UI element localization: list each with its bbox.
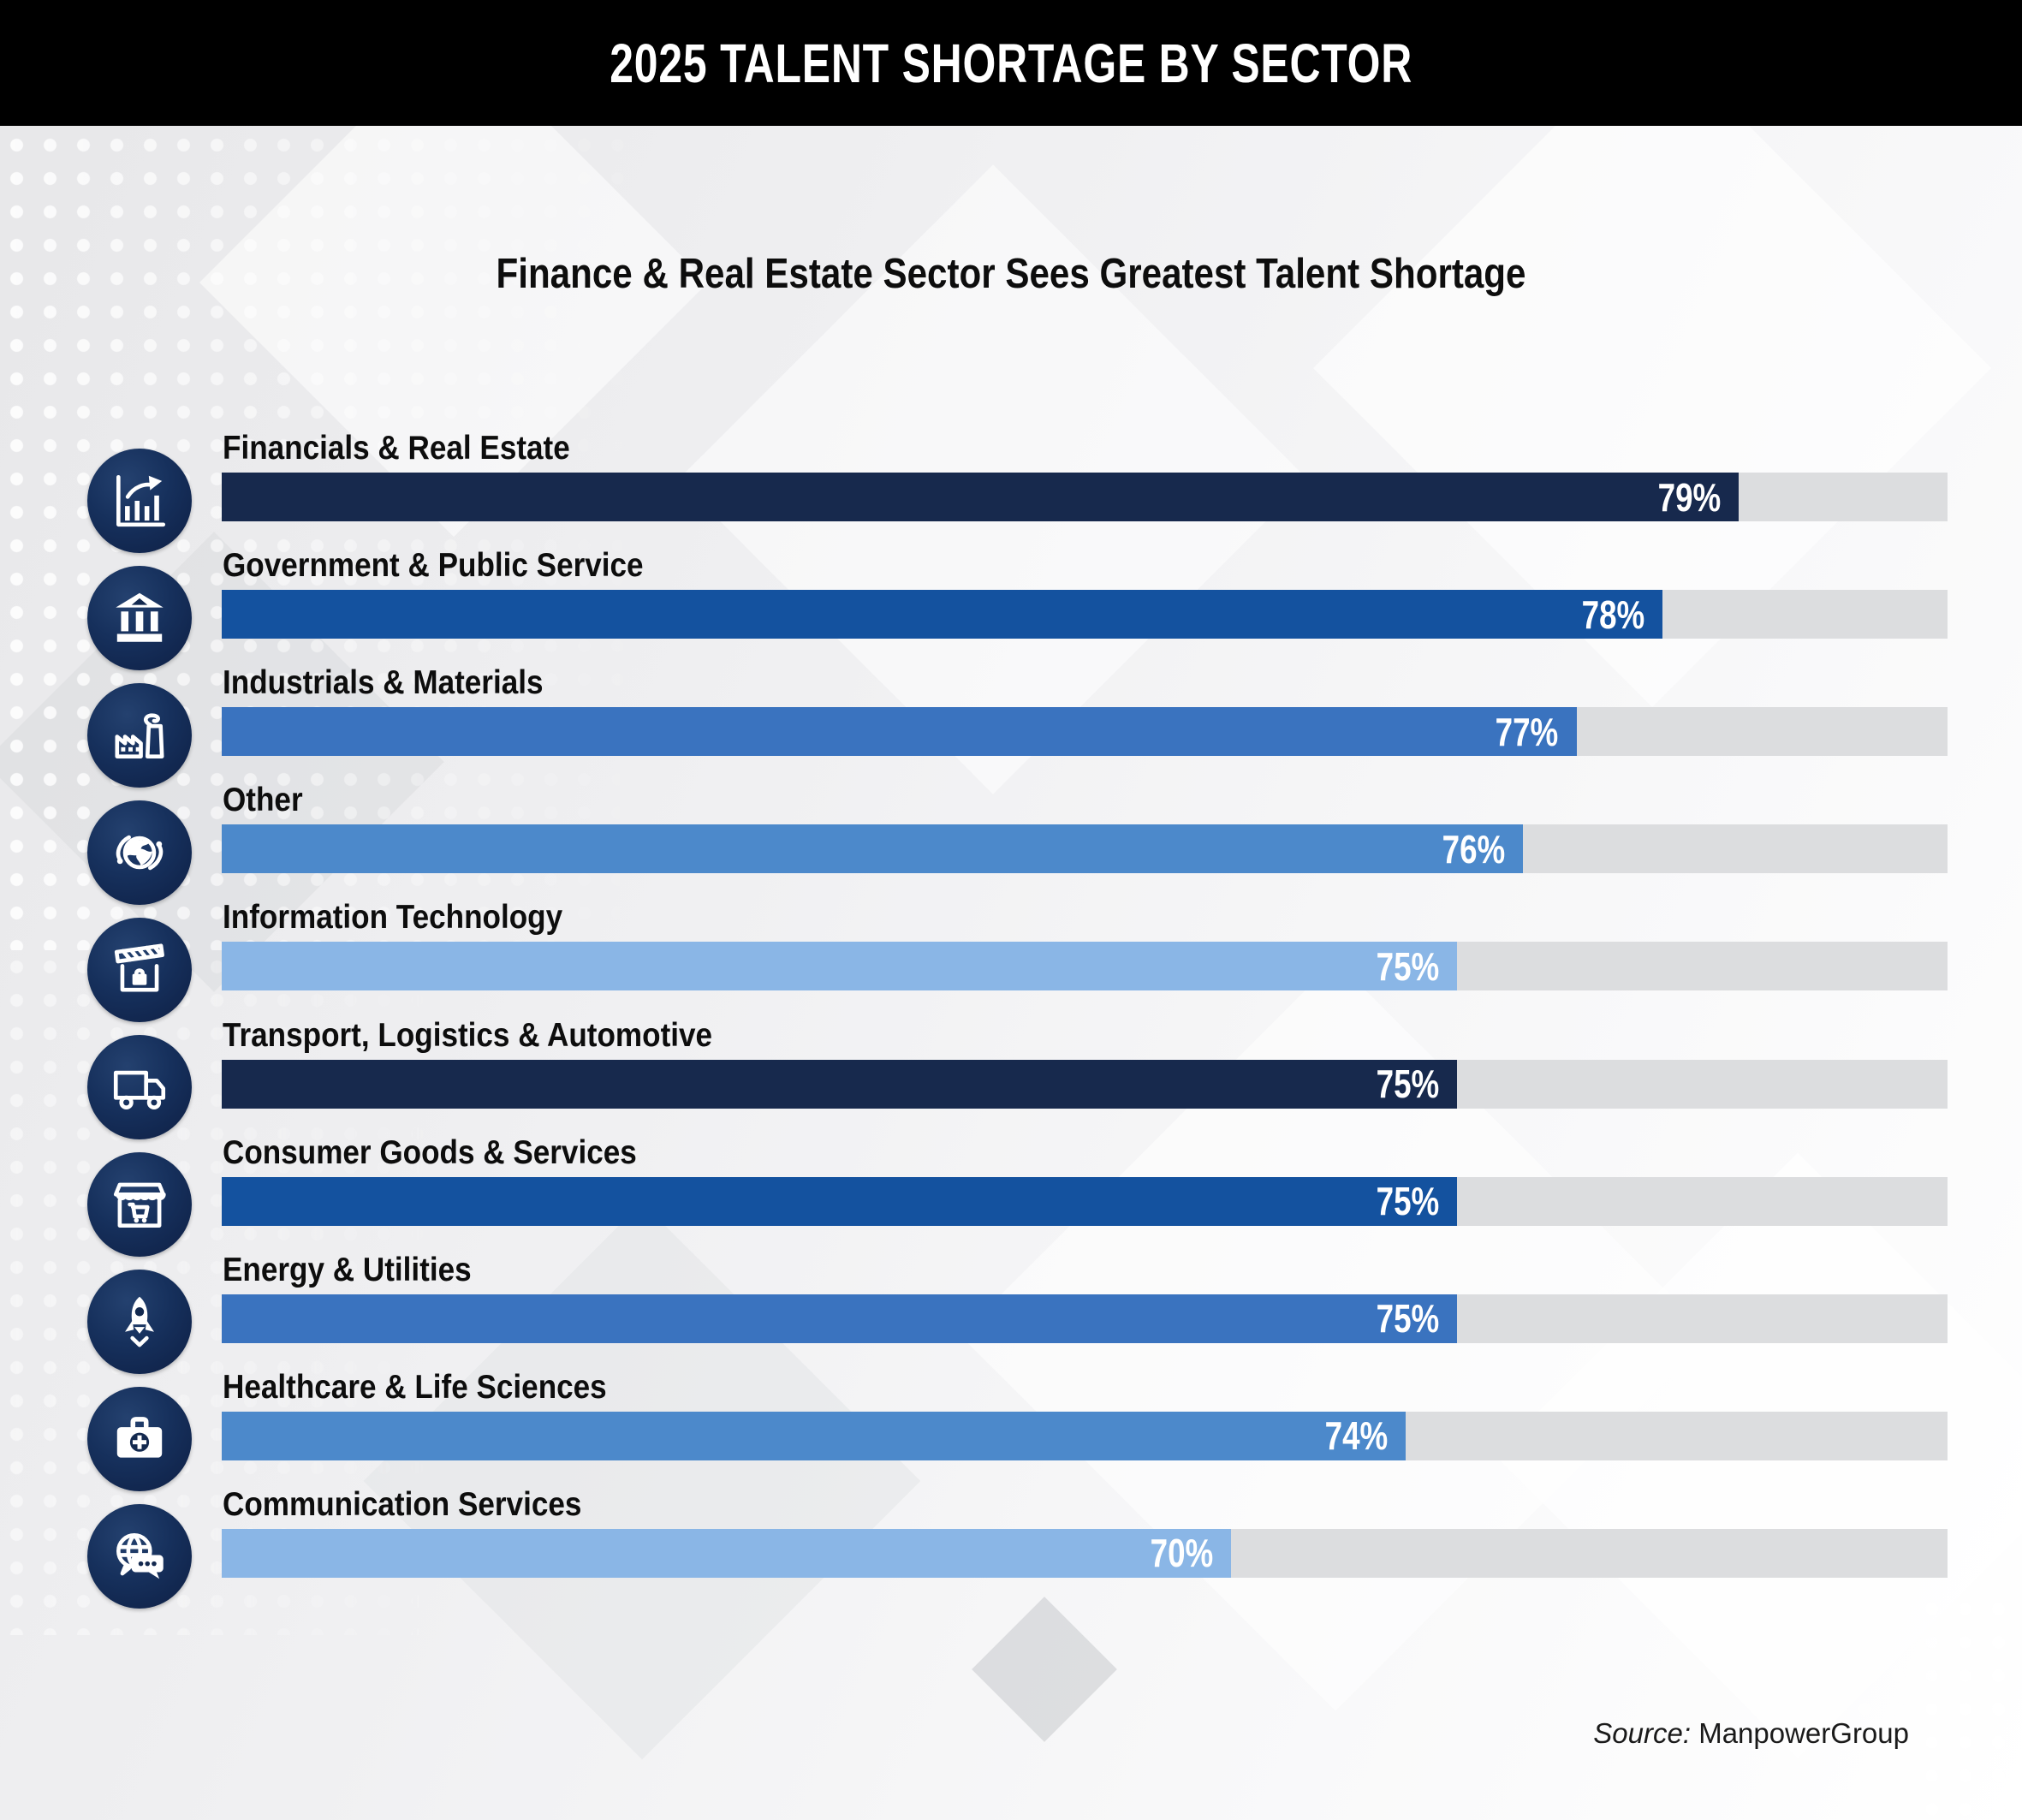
bar-track: 78% <box>222 590 1948 639</box>
sector-label: Communication Services <box>223 1485 582 1523</box>
bar-track: 79% <box>222 473 1948 521</box>
chart-row: Transport, Logistics & Automotive 75% <box>0 1008 2022 1139</box>
sector-label: Information Technology <box>223 899 563 937</box>
dot-pattern <box>1748 1592 2022 1820</box>
sector-label: Consumer Goods & Services <box>223 1133 637 1171</box>
sector-label: Financials & Real Estate <box>223 430 570 467</box>
sector-label: Energy & Utilities <box>223 1251 472 1288</box>
storefront-cart-icon <box>87 1152 192 1258</box>
bar-track: 74% <box>222 1411 1948 1460</box>
bar-fill: 74% <box>222 1411 1406 1460</box>
bar-track: 75% <box>222 1294 1948 1343</box>
bar-fill: 78% <box>222 590 1663 639</box>
bar-track: 76% <box>222 824 1948 874</box>
header-bar: 2025 TALENT SHORTAGE BY SECTOR <box>0 0 2022 126</box>
bar-value-label: 77% <box>1496 709 1559 754</box>
source-credit: Source: ManpowerGroup <box>1593 1717 1909 1750</box>
factory-icon <box>87 682 192 788</box>
bar-fill: 76% <box>222 824 1524 874</box>
bar-value-label: 75% <box>1376 1179 1440 1224</box>
bar-track: 75% <box>222 942 1948 991</box>
bar-fill: 70% <box>222 1528 1232 1578</box>
bar-fill: 79% <box>222 473 1740 521</box>
chart-row: Information Technology 75% <box>0 890 2022 1022</box>
source-label: Source: <box>1593 1717 1692 1749</box>
bar-fill: 75% <box>222 1176 1458 1226</box>
truck-icon <box>87 1035 192 1139</box>
chart-row: Financials & Real Estate 79% <box>0 421 2022 553</box>
first-aid-kit-icon <box>87 1387 192 1492</box>
bar-value-label: 75% <box>1376 1296 1440 1341</box>
chart-row: Energy & Utilities 75% <box>0 1243 2022 1375</box>
chart-row: Healthcare & Life Sciences 74% <box>0 1360 2022 1492</box>
bar-value-label: 78% <box>1581 592 1645 637</box>
bar-value-label: 70% <box>1150 1531 1214 1576</box>
bar-fill: 75% <box>222 1059 1458 1109</box>
bar-fill: 75% <box>222 942 1458 991</box>
sector-label: Other <box>223 782 303 819</box>
globe-orbit-icon <box>87 800 192 905</box>
bar-track: 70% <box>222 1528 1948 1578</box>
sector-label: Transport, Logistics & Automotive <box>223 1016 713 1054</box>
bar-value-label: 76% <box>1442 826 1506 871</box>
sector-label: Industrials & Materials <box>223 664 544 702</box>
chart-title: Finance & Real Estate Sector Sees Greate… <box>496 251 1526 297</box>
chart-row: Communication Services 70% <box>0 1478 2022 1609</box>
rocket-icon <box>87 1270 192 1375</box>
chart-row: Consumer Goods & Services 75% <box>0 1126 2022 1258</box>
bar-track: 77% <box>222 707 1948 757</box>
bank-icon <box>87 565 192 670</box>
awning-briefcase-icon <box>87 917 192 1022</box>
bar-value-label: 75% <box>1376 943 1440 989</box>
chart-growth-icon <box>87 448 192 553</box>
globe-chat-icon <box>87 1504 192 1609</box>
bar-value-label: 79% <box>1657 474 1722 520</box>
sector-label: Healthcare & Life Sciences <box>223 1368 607 1406</box>
bar-track: 75% <box>222 1176 1948 1226</box>
chart-row: Industrials & Materials 77% <box>0 656 2022 788</box>
chart-row: Other 76% <box>0 773 2022 905</box>
bar-fill: 77% <box>222 707 1577 757</box>
diamond-shape <box>972 1597 1117 1742</box>
bar-value-label: 74% <box>1324 1413 1389 1459</box>
bar-fill: 75% <box>222 1294 1458 1343</box>
bar-track: 75% <box>222 1059 1948 1109</box>
chart-row: Government & Public Service 78% <box>0 538 2022 670</box>
bar-value-label: 75% <box>1376 1062 1440 1106</box>
page-title: 2025 TALENT SHORTAGE BY SECTOR <box>610 32 1412 94</box>
sector-label: Government & Public Service <box>223 547 644 585</box>
source-name: ManpowerGroup <box>1698 1717 1909 1749</box>
